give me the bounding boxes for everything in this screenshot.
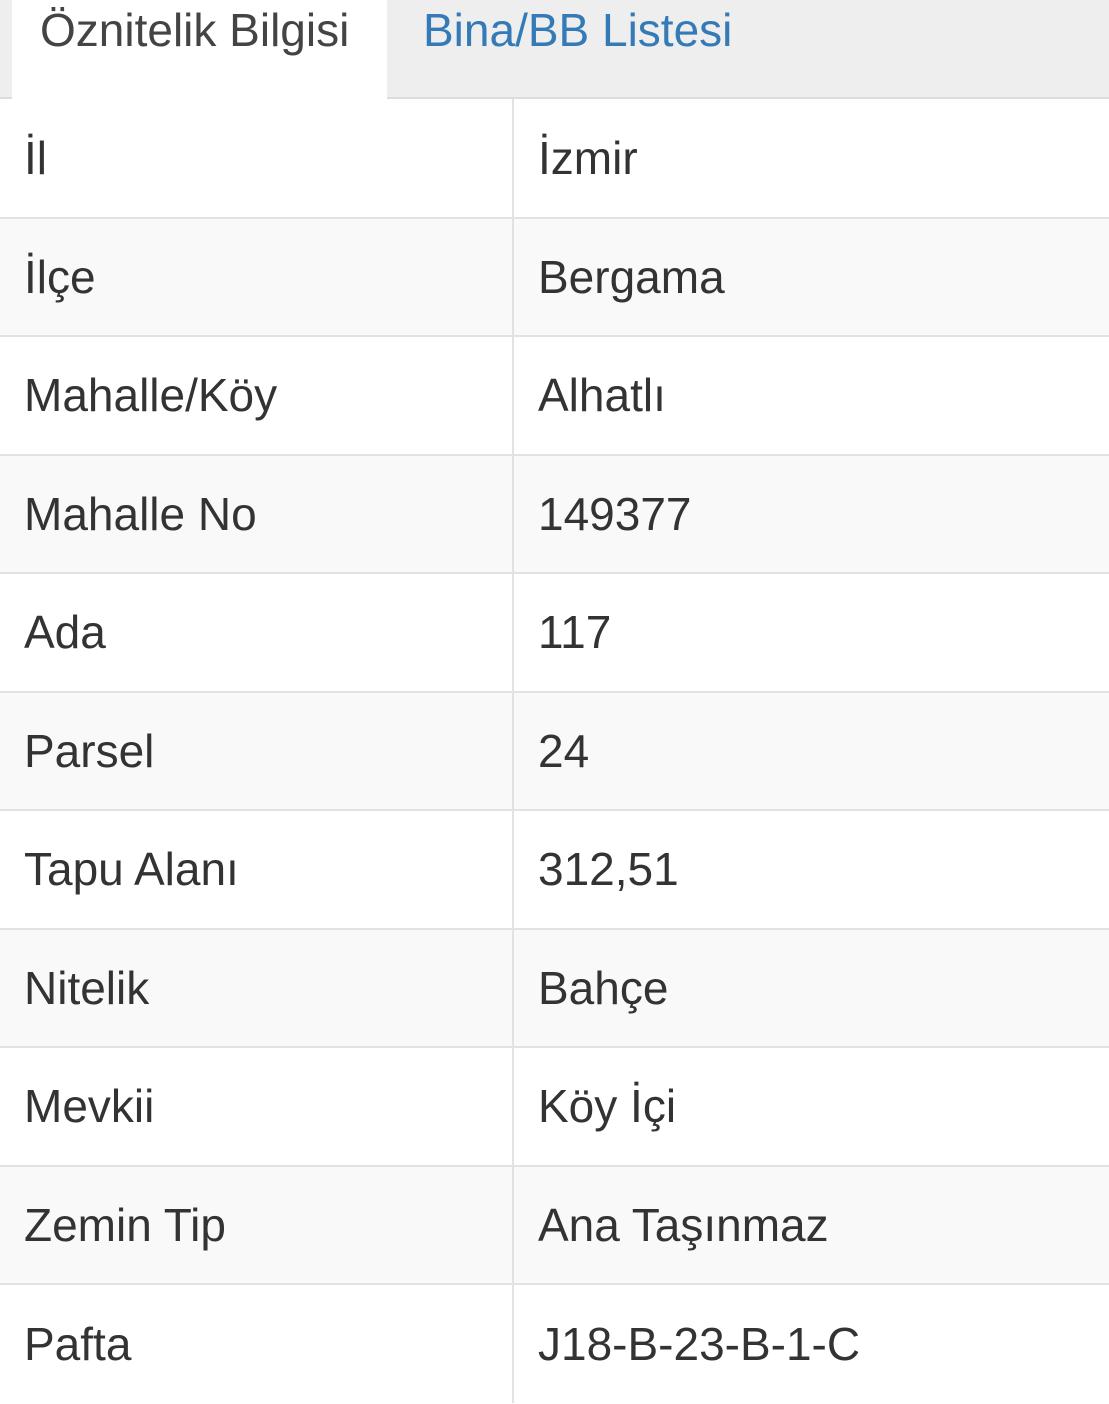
attribute-value: 149377: [513, 453, 1109, 573]
table-row: Zemin Tip Ana Taşınmaz: [0, 1164, 1109, 1284]
attribute-value: Bahçe: [513, 927, 1109, 1047]
attribute-label: Ada: [0, 572, 514, 692]
table-row: Mahalle/Köy Alhatlı: [0, 335, 1109, 455]
attribute-label: Parsel: [0, 690, 514, 810]
attribute-value: İzmir: [538, 131, 638, 184]
tab-oznitelik-bilgisi[interactable]: Öznitelik Bilgisi: [12, 0, 387, 101]
attribute-label: Tapu Alanı: [0, 809, 514, 929]
attribute-value: 312,51: [513, 809, 1109, 929]
tab-bar: Öznitelik Bilgisi Bina/BB Listesi: [0, 0, 1109, 101]
table-row: Tapu Alanı 312,51: [0, 809, 1109, 929]
table-row: Pafta J18-B-23-B-1-C: [0, 1283, 1109, 1403]
attribute-label: Mahalle/Köy: [0, 335, 514, 455]
attribute-value: Alhatlı: [513, 335, 1109, 455]
attribute-label: İl: [0, 99, 514, 218]
table-row: Nitelik Bahçe: [0, 927, 1109, 1047]
attribute-label: İlçe: [0, 216, 514, 336]
attribute-label: Mahalle No: [0, 453, 514, 573]
attribute-table: İl İzmir İlçe Bergama Mahalle/Köy Alhatlı Maha…: [0, 99, 1109, 1403]
table-row: Mahalle No 149377: [0, 453, 1109, 573]
attribute-value: J18-B-23-B-1-C: [513, 1283, 1109, 1403]
attribute-value: Köy İçi: [513, 1046, 1109, 1166]
attribute-value: 24: [513, 690, 1109, 810]
table-row: İlçe Bergama: [0, 216, 1109, 336]
attribute-value: Bergama: [513, 216, 1109, 336]
attribute-value: Ana Taşınmaz: [513, 1164, 1109, 1284]
table-row: Mevkii Köy İçi: [0, 1046, 1109, 1166]
table-row: İl İzmir: [0, 99, 1109, 218]
table-row: Parsel 24: [0, 690, 1109, 810]
attribute-label: Zemin Tip: [0, 1164, 514, 1284]
attribute-label: Mevkii: [0, 1046, 514, 1166]
attribute-label: Nitelik: [0, 927, 514, 1047]
table-row: Ada 117: [0, 572, 1109, 692]
attribute-value: 117: [513, 572, 1109, 692]
attribute-label: Pafta: [0, 1283, 514, 1403]
tab-bina-bb-listesi[interactable]: Bina/BB Listesi: [423, 4, 733, 56]
